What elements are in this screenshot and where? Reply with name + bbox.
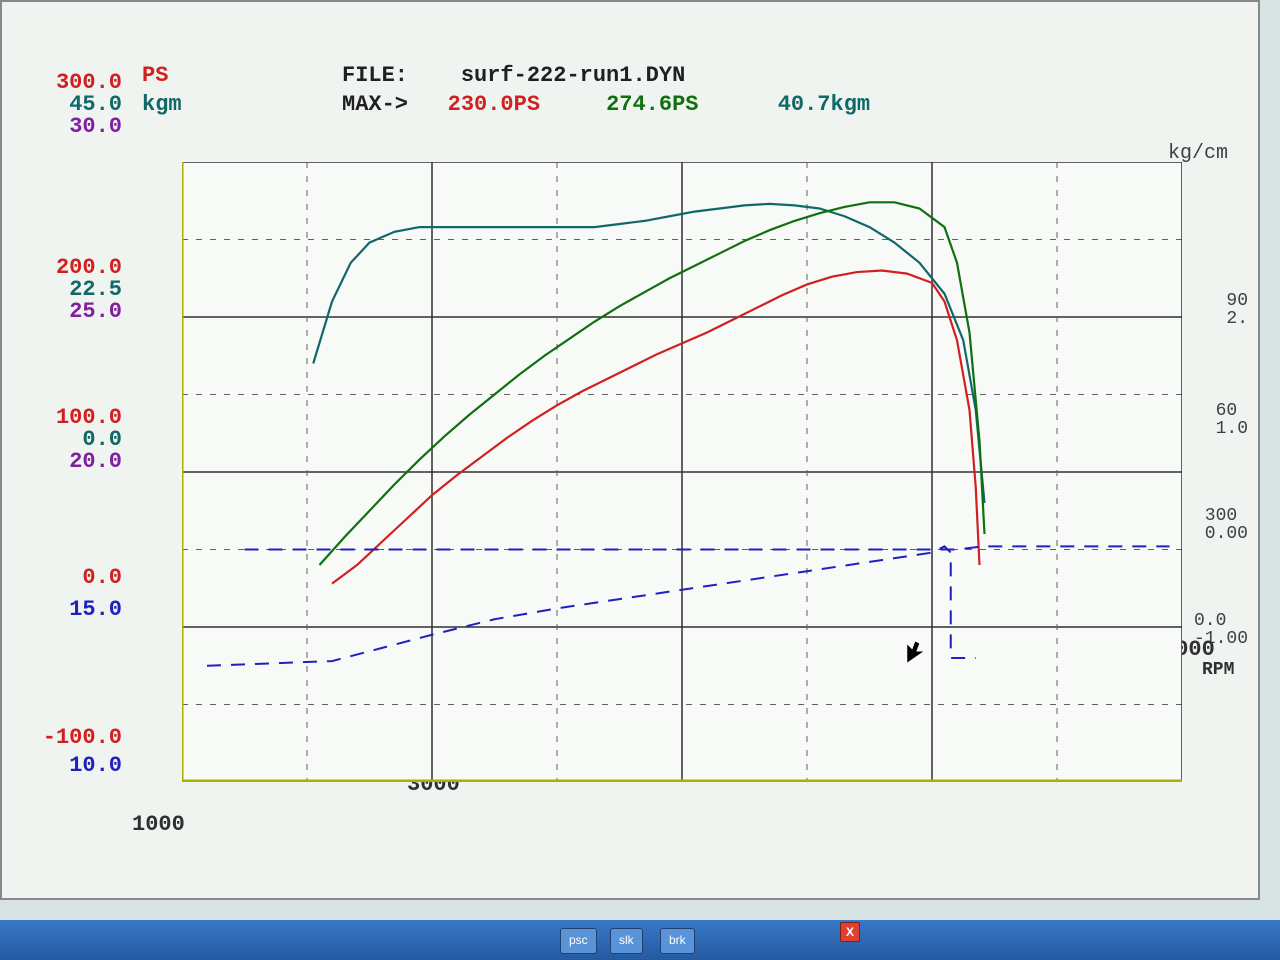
- ylabel-300-purple: 30.0: [12, 116, 122, 138]
- dyno-window: PS kgm FILE: surf-222-run1.DYN MAX-> 230…: [0, 0, 1260, 900]
- ylabel-300: 300.0 45.0 30.0: [12, 72, 122, 138]
- close-icon[interactable]: X: [840, 922, 860, 942]
- max-green: 274.6PS: [606, 92, 698, 117]
- ylabel-0: 0.0 15.0: [12, 567, 122, 621]
- ylabel-100-teal: 0.0: [12, 429, 122, 451]
- max-kgm: 40.7kgm: [778, 92, 870, 117]
- file-name: surf-222-run1.DYN: [461, 63, 685, 88]
- xlabel-rpm: RPM: [1202, 660, 1234, 680]
- ylabel-0-red: 0.0: [12, 567, 122, 589]
- ylabel-100-purple: 20.0: [12, 451, 122, 473]
- ylabel-m100: -100.0 10.0: [12, 727, 122, 777]
- dyno-chart: [182, 162, 1182, 782]
- max-caption: MAX->: [342, 92, 408, 117]
- ylabel-200-red: 200.0: [12, 257, 122, 279]
- max-red: 230.0PS: [448, 92, 540, 117]
- file-caption: FILE:: [342, 63, 408, 88]
- ylabel-300-teal: 45.0: [12, 94, 122, 116]
- legend-kgm: kgm: [142, 92, 182, 117]
- ylabel-200-teal: 22.5: [12, 279, 122, 301]
- ylabel-100: 100.0 0.0 20.0: [12, 407, 122, 473]
- xlabel-1000: 1000: [132, 812, 185, 837]
- ylabel-100-red: 100.0: [12, 407, 122, 429]
- ylabel-200: 200.0 22.5 25.0: [12, 257, 122, 323]
- rlabel-0: 3000.00: [1205, 507, 1248, 543]
- taskbar: psc slk brk X: [0, 920, 1280, 960]
- taskbar-btn-psc[interactable]: psc: [560, 928, 597, 954]
- rlabel-2: 902.: [1226, 292, 1248, 328]
- ylabel-200-purple: 25.0: [12, 301, 122, 323]
- taskbar-btn-slk[interactable]: slk: [610, 928, 643, 954]
- ylabel-m100-red: -100.0: [12, 727, 122, 749]
- taskbar-btn-brk[interactable]: brk: [660, 928, 695, 954]
- rlabel-1: 601.0: [1216, 402, 1248, 438]
- legend-ps: PS: [142, 63, 168, 88]
- ylabel-m100-blue: 10.0: [12, 755, 122, 777]
- chart-svg: [182, 162, 1182, 782]
- ylabel-300-red: 300.0: [12, 72, 122, 94]
- unit-legend: PS kgm: [142, 62, 182, 119]
- file-header: FILE: surf-222-run1.DYN MAX-> 230.0PS 27…: [342, 62, 870, 119]
- ylabel-0-blue: 15.0: [12, 599, 122, 621]
